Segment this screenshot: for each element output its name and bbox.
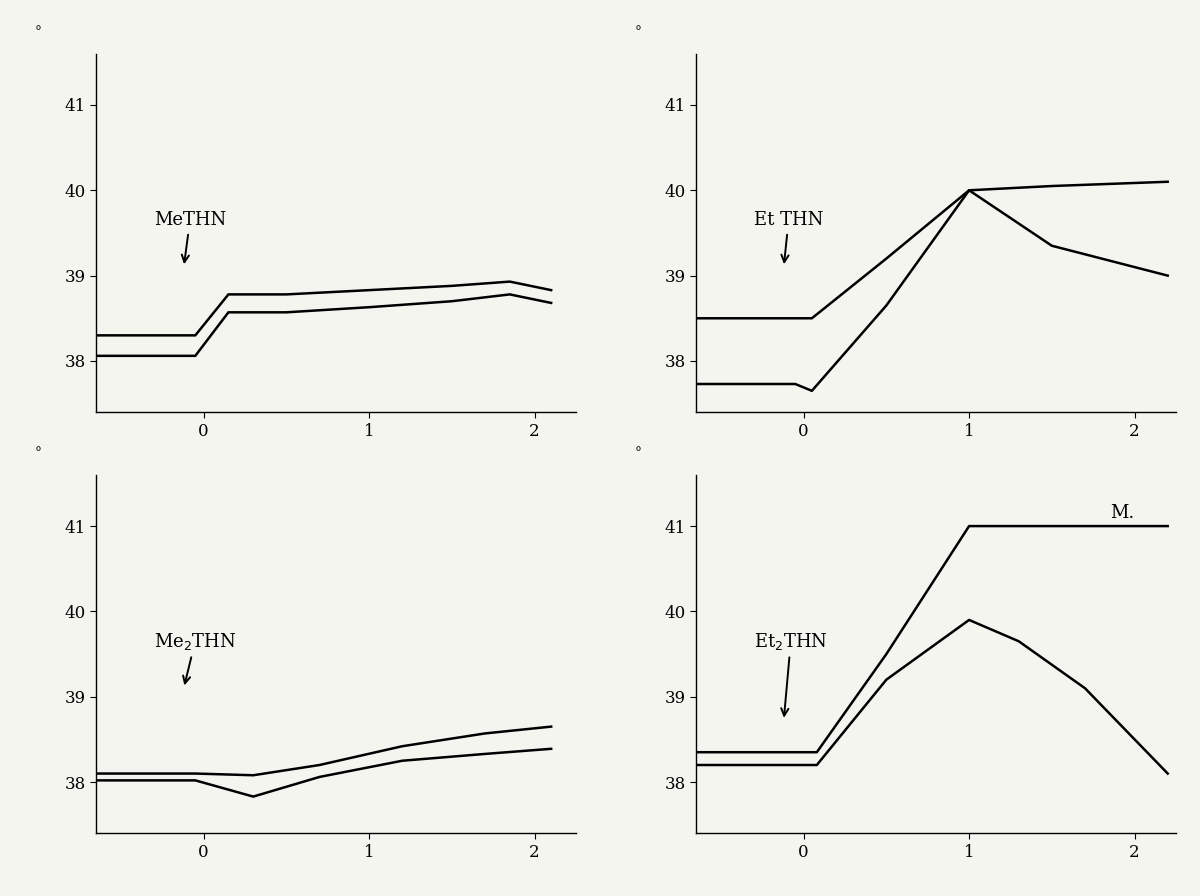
Text: MeTHN: MeTHN: [154, 211, 226, 263]
Text: °: °: [635, 25, 642, 39]
Text: °: °: [35, 25, 42, 39]
Text: °: °: [635, 446, 642, 461]
Text: M.: M.: [1110, 504, 1134, 522]
Text: Et THN: Et THN: [754, 211, 823, 263]
Text: Et$_2$THN: Et$_2$THN: [754, 631, 828, 716]
Text: °: °: [35, 446, 42, 461]
Text: Me$_2$THN: Me$_2$THN: [154, 631, 236, 684]
